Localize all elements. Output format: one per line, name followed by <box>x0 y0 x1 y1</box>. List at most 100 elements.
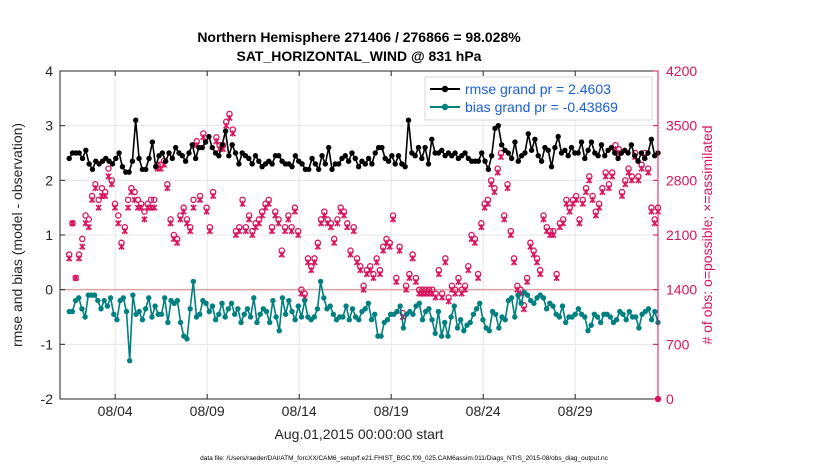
rmse-point <box>565 153 571 159</box>
rmse-point <box>133 117 139 123</box>
bias-point <box>161 295 168 301</box>
obs-assimilated-point <box>386 243 393 250</box>
rmse-point <box>508 155 515 162</box>
bias-point <box>292 317 298 323</box>
obs-assimilated-point <box>340 212 348 219</box>
rmse-point <box>152 163 159 170</box>
bias-point <box>502 317 508 323</box>
bias-point <box>346 317 352 323</box>
bias-point <box>394 308 400 315</box>
bias-point <box>454 325 461 331</box>
obs-assimilated-point <box>373 259 380 266</box>
rmse-point <box>335 161 342 167</box>
rmse-point <box>395 153 402 159</box>
rmse-point <box>389 153 395 159</box>
obs-assimilated-point <box>471 239 478 246</box>
rmse-point <box>249 161 255 167</box>
rmse-point <box>545 147 551 153</box>
obs-assimilated-point <box>474 274 482 282</box>
bias-point <box>368 317 375 323</box>
rmse-point <box>143 166 149 173</box>
bias-point <box>130 292 136 298</box>
rmse-point <box>192 155 199 162</box>
obs-possible-point <box>105 165 112 172</box>
bias-point <box>594 314 601 320</box>
obs-assimilated-point <box>609 173 616 180</box>
obs-assimilated-point <box>239 200 246 207</box>
bias-point <box>448 314 454 320</box>
rmse-point <box>595 153 601 159</box>
obs-assimilated-point <box>576 220 583 227</box>
obs-assimilated-point <box>245 216 253 223</box>
obs-assimilated-point <box>265 200 272 207</box>
obs-possible-point <box>190 196 197 204</box>
obs-assimilated-point <box>540 216 547 223</box>
rmse-point <box>169 155 176 162</box>
rmse-point <box>186 150 192 156</box>
bias-point <box>82 314 88 320</box>
obs-possible-point <box>124 196 132 204</box>
bias-point <box>365 300 372 307</box>
rmse-point <box>149 139 156 145</box>
rmse-point <box>628 142 635 148</box>
rmse-point <box>535 153 541 159</box>
x-axis-label: Aug.01,2015 00:00:00 start <box>275 426 444 442</box>
obs-assimilated-point <box>507 231 514 239</box>
bias-point <box>457 317 464 323</box>
obs-assimilated-point <box>317 220 325 227</box>
y-tick-label-left: -1 <box>41 336 54 352</box>
bias-point <box>257 311 263 317</box>
y-tick-label-left: 4 <box>45 63 53 79</box>
rmse-point <box>425 161 432 167</box>
obs-possible-point <box>95 196 102 204</box>
y-tick-label-right: 2800 <box>666 172 697 188</box>
obs-assimilated-point <box>69 220 76 227</box>
rmse-point <box>429 136 435 143</box>
bias-point <box>203 300 209 307</box>
rmse-point <box>246 155 252 162</box>
bias-point <box>232 311 238 317</box>
obs-assimilated-point <box>579 200 586 207</box>
obs-assimilated-point <box>66 255 73 262</box>
obs-assimilated-point <box>465 266 472 274</box>
rmse-point <box>126 169 132 175</box>
bias-point <box>572 311 578 317</box>
y-tick-label-right: 1400 <box>666 282 697 298</box>
rmse-point <box>113 155 119 162</box>
obs-assimilated-point <box>295 231 302 239</box>
bias-point <box>152 303 158 309</box>
rmse-point <box>319 153 325 159</box>
rmse-point <box>648 136 655 143</box>
y-tick-label-left: -2 <box>41 391 54 407</box>
obs-assimilated-point <box>350 227 357 235</box>
obs-possible-point <box>147 196 155 204</box>
bias-point <box>397 303 403 309</box>
obs-possible-point <box>82 212 89 219</box>
rmse-point <box>166 150 172 156</box>
rmse-point <box>602 153 608 159</box>
obs-assimilated-point <box>406 274 413 282</box>
bias-point <box>76 295 82 301</box>
bias-point <box>378 333 384 339</box>
obs-assimilated-point <box>638 165 645 172</box>
rmse-point <box>522 150 528 156</box>
bias-point <box>559 303 566 309</box>
rmse-point <box>269 161 275 167</box>
obs-assimilated-point <box>268 227 276 235</box>
bias-point <box>582 314 588 320</box>
bias-point <box>317 278 324 285</box>
rmse-point <box>256 158 262 164</box>
obs-assimilated-point <box>285 216 292 223</box>
rmse-point <box>532 136 538 143</box>
rmse-point <box>548 163 555 170</box>
rmse-point <box>645 150 651 156</box>
obs-assimilated-point <box>137 204 145 211</box>
bias-point <box>279 295 286 301</box>
obs-assimilated-point <box>259 212 266 219</box>
bias-point <box>410 311 416 317</box>
obs-assimilated-point <box>389 216 397 223</box>
bias-point <box>426 306 432 312</box>
bias-point <box>120 295 127 301</box>
obs-assimilated-point <box>452 290 459 297</box>
bias-point <box>515 292 521 298</box>
